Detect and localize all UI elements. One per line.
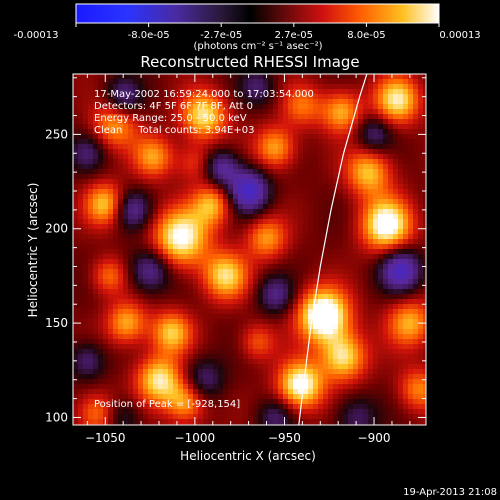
x-tick-label: −950 [268, 431, 301, 445]
annotation-line: Clean Total counts: 3.94E+03 [94, 125, 254, 136]
annotation-line: 17-May-2002 16:59:24.000 to 17:03:54.000 [94, 89, 314, 100]
annotation-line: Detectors: 4F 5F 6F 7F 8F, Att 0 [94, 101, 253, 112]
y-axis-label: Heliocentric Y (arcsec) [26, 183, 40, 318]
x-axis-label: Heliocentric X (arcsec) [180, 449, 316, 463]
footer-timestamp: 19-Apr-2013 21:08 [403, 487, 497, 498]
colorbar-ticks: -0.00013 -8.0e-05 -2.7e-05 2.7e-05 8.0e-05 0.… [14, 23, 481, 41]
annotation-line: Energy Range: 25.0 - 50.0 keV [94, 113, 247, 124]
colorbar-tick-label: 8.0e-05 [347, 30, 385, 41]
colorbar-tick-label: 2.7e-05 [275, 30, 313, 41]
x-tick-label: −1050 [85, 431, 126, 445]
plot-frame [72, 73, 427, 426]
y-tick-label: 150 [45, 316, 68, 330]
solar-limb-line [298, 74, 368, 425]
y-tick-label: 100 [45, 410, 68, 424]
y-axis-ticks: 100 150 200 250 [45, 77, 426, 424]
x-axis-ticks: −1050 −1000 −950 −900 [85, 74, 411, 445]
colorbar [75, 3, 440, 24]
colorbar-tick-label: -0.00013 [14, 30, 59, 41]
x-tick-label: −1000 [175, 431, 216, 445]
heatmap-image [73, 74, 426, 425]
peak-position-label: Position of Peak = [-928,154] [94, 399, 240, 410]
colorbar-tick-label: -2.7e-05 [200, 30, 242, 41]
colorbar-tick-label: 0.00013 [439, 30, 480, 41]
x-tick-label: −900 [358, 431, 391, 445]
colorbar-tick-label: -8.0e-05 [128, 30, 170, 41]
y-tick-label: 250 [45, 127, 68, 141]
chart-title: Reconstructed RHESSI Image [140, 53, 359, 71]
y-tick-label: 200 [45, 222, 68, 236]
colorbar-unit-label: (photons cm⁻² s⁻¹ asec⁻²) [193, 41, 322, 52]
annotation-block: 17-May-2002 16:59:24.000 to 17:03:54.000… [94, 89, 314, 136]
